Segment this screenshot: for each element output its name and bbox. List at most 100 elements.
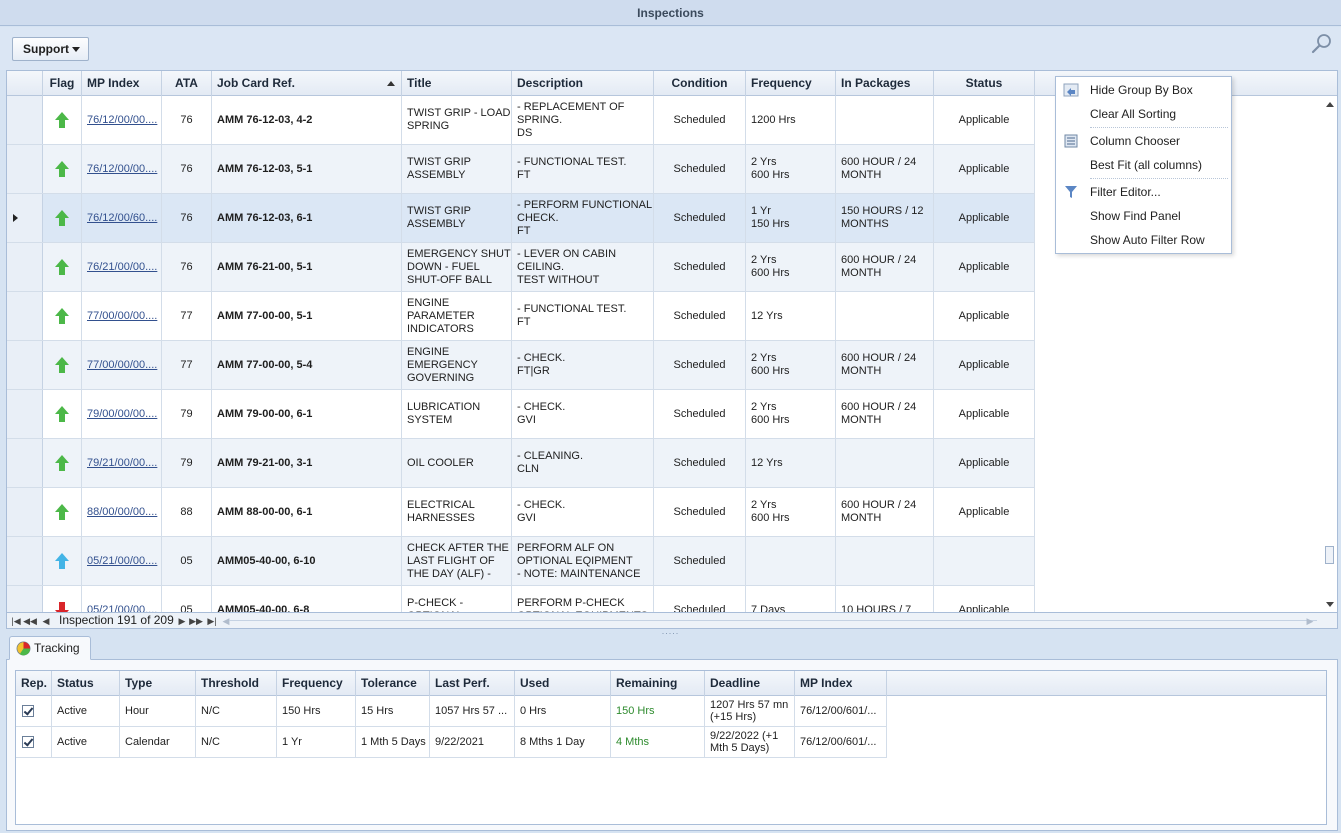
- column-header-description[interactable]: Description: [512, 71, 654, 96]
- tracking-header-used[interactable]: Used: [515, 671, 611, 696]
- column-header-job-card-ref[interactable]: Job Card Ref.: [212, 71, 402, 96]
- table-row[interactable]: 79/00/00/00.... 79 AMM 79-00-00, 6-1 LUBRIC…: [7, 390, 1035, 439]
- tracking-row[interactable]: Active Hour N/C 150 Hrs 15 Hrs 1057 Hrs 57 ..…: [16, 696, 887, 727]
- vertical-scrollbar[interactable]: [1323, 96, 1337, 612]
- mp-index-link[interactable]: 05/21/00/00....: [87, 554, 158, 567]
- table-row[interactable]: 79/21/00/00.... 79 AMM 79-21-00, 3-1 OIL CO…: [7, 439, 1035, 488]
- column-header-ata[interactable]: ATA: [162, 71, 212, 96]
- row-indicator[interactable]: [7, 243, 43, 291]
- row-indicator[interactable]: [7, 439, 43, 487]
- cell-condition: Scheduled: [654, 341, 746, 389]
- rep-checkbox[interactable]: [22, 705, 34, 717]
- cell-mp-index[interactable]: 77/00/00/00....: [82, 341, 162, 389]
- scroll-left-icon[interactable]: ◀: [222, 616, 230, 626]
- next-record-icon[interactable]: ▶: [178, 616, 186, 626]
- scroll-down-icon[interactable]: [1326, 602, 1334, 607]
- row-indicator[interactable]: [7, 390, 43, 438]
- row-indicator[interactable]: [7, 96, 43, 144]
- table-row[interactable]: 88/00/00/00.... 88 AMM 88-00-00, 6-1 ELECTR…: [7, 488, 1035, 537]
- cell-mp-index[interactable]: 76/21/00/00....: [82, 243, 162, 291]
- mp-index-link[interactable]: 76/12/00/00....: [87, 162, 158, 175]
- cell-mp-index[interactable]: 76/12/00/00....: [82, 145, 162, 193]
- column-header-frequency[interactable]: Frequency: [746, 71, 836, 96]
- panel-splitter[interactable]: .....: [661, 626, 680, 636]
- cell-mp-index[interactable]: 05/21/00/00....: [82, 586, 162, 613]
- tracking-cell-rep[interactable]: [16, 696, 52, 726]
- tracking-header-rep[interactable]: Rep.: [16, 671, 52, 696]
- table-row[interactable]: 77/00/00/00.... 77 AMM 77-00-00, 5-4 ENGINE…: [7, 341, 1035, 390]
- cell-mp-index[interactable]: 05/21/00/00....: [82, 537, 162, 585]
- mp-index-link[interactable]: 76/21/00/00....: [87, 260, 158, 273]
- table-row[interactable]: 76/21/00/00.... 76 AMM 76-21-00, 5-1 EMERGE…: [7, 243, 1035, 292]
- tracking-row[interactable]: Active Calendar N/C 1 Yr 1 Mth 5 Days 9/22/20…: [16, 727, 887, 758]
- horizontal-scrollbar[interactable]: [229, 620, 1317, 621]
- menu-item-best-fit-all-columns[interactable]: Best Fit (all columns): [1056, 154, 1231, 176]
- menu-item-hide-group-by-box[interactable]: Hide Group By Box: [1056, 79, 1231, 101]
- mp-index-link[interactable]: 76/12/00/60....: [87, 211, 158, 224]
- cell-mp-index[interactable]: 76/12/00/00....: [82, 96, 162, 144]
- tracking-header-deadline[interactable]: Deadline: [705, 671, 795, 696]
- menu-item-show-auto-filter-row[interactable]: Show Auto Filter Row: [1056, 229, 1231, 251]
- column-header-status[interactable]: Status: [934, 71, 1035, 96]
- tracking-header-label: Last Perf.: [435, 676, 490, 690]
- rep-checkbox[interactable]: [22, 736, 34, 748]
- column-header-title[interactable]: Title: [402, 71, 512, 96]
- tracking-header-tolerance[interactable]: Tolerance: [356, 671, 430, 696]
- column-header-condition[interactable]: Condition: [654, 71, 746, 96]
- cell-mp-index[interactable]: 88/00/00/00....: [82, 488, 162, 536]
- table-row[interactable]: 76/12/00/00.... 76 AMM 76-12-03, 4-2 TWIST …: [7, 96, 1035, 145]
- row-indicator[interactable]: [7, 488, 43, 536]
- column-header-flag[interactable]: Flag: [43, 71, 82, 96]
- menu-item-clear-all-sorting[interactable]: Clear All Sorting: [1056, 103, 1231, 125]
- scroll-right-icon[interactable]: ▶: [1306, 616, 1314, 626]
- prev-record-icon[interactable]: ◀: [42, 616, 50, 626]
- next-page-icon[interactable]: ▶▶: [189, 616, 203, 626]
- mp-index-link[interactable]: 77/00/00/00....: [87, 358, 158, 371]
- magnifier-icon[interactable]: [1311, 33, 1333, 55]
- table-row[interactable]: 76/12/00/00.... 76 AMM 76-12-03, 5-1 TWIST …: [7, 145, 1035, 194]
- cell-mp-index[interactable]: 79/21/00/00....: [82, 439, 162, 487]
- mp-index-link[interactable]: 79/21/00/00....: [87, 456, 158, 469]
- tracking-header-mp-index[interactable]: MP Index: [795, 671, 887, 696]
- row-indicator[interactable]: [7, 145, 43, 193]
- cell-mp-index[interactable]: 77/00/00/00....: [82, 292, 162, 340]
- mp-index-link[interactable]: 88/00/00/00....: [87, 505, 158, 518]
- tracking-header-last-perf[interactable]: Last Perf.: [430, 671, 515, 696]
- row-indicator[interactable]: [7, 586, 43, 612]
- menu-item-column-chooser[interactable]: Column Chooser: [1056, 130, 1231, 152]
- tracking-header-frequency[interactable]: Frequency: [277, 671, 356, 696]
- cell-ata: 76: [162, 145, 212, 193]
- tracking-header-type[interactable]: Type: [120, 671, 196, 696]
- tracking-cell-rep[interactable]: [16, 727, 52, 757]
- tracking-header-threshold[interactable]: Threshold: [196, 671, 277, 696]
- row-indicator[interactable]: [7, 537, 43, 585]
- table-row[interactable]: 77/00/00/00.... 77 AMM 77-00-00, 5-1 ENGINE…: [7, 292, 1035, 341]
- mp-index-link[interactable]: 76/12/00/00....: [87, 113, 158, 126]
- row-indicator[interactable]: [7, 292, 43, 340]
- first-record-icon[interactable]: |◀: [11, 616, 21, 626]
- scroll-thumb[interactable]: [1325, 546, 1334, 564]
- tracking-header-status[interactable]: Status: [52, 671, 120, 696]
- prev-page-icon[interactable]: ◀◀: [23, 616, 37, 626]
- scroll-up-icon[interactable]: [1326, 102, 1334, 107]
- column-header-in-packages[interactable]: In Packages: [836, 71, 934, 96]
- table-row[interactable]: 05/21/00/00.... 05 AMM05-40-00, 6-8 P-CHECK…: [7, 586, 1035, 613]
- tab-tracking[interactable]: Tracking: [9, 636, 91, 660]
- cell-job-card: AMM 76-21-00, 5-1: [212, 243, 402, 291]
- tracking-header-remaining[interactable]: Remaining: [611, 671, 705, 696]
- table-row[interactable]: 76/12/00/60.... 76 AMM 76-12-03, 6-1 TWIST …: [7, 194, 1035, 243]
- column-header-mp-index[interactable]: MP Index: [82, 71, 162, 96]
- menu-item-filter-editor[interactable]: Filter Editor...: [1056, 181, 1231, 203]
- mp-index-link[interactable]: 05/21/00/00....: [87, 603, 158, 613]
- menu-item-show-find-panel[interactable]: Show Find Panel: [1056, 205, 1231, 227]
- support-dropdown-button[interactable]: Support: [12, 37, 89, 61]
- last-record-icon[interactable]: ▶|: [207, 616, 217, 626]
- row-indicator[interactable]: [7, 341, 43, 389]
- table-row[interactable]: 05/21/00/00.... 05 AMM05-40-00, 6-10 CHECK …: [7, 537, 1035, 586]
- mp-index-link[interactable]: 77/00/00/00....: [87, 309, 158, 322]
- mp-index-link[interactable]: 79/00/00/00....: [87, 407, 158, 420]
- cell-mp-index[interactable]: 79/00/00/00....: [82, 390, 162, 438]
- cell-frequency: 7 Days: [746, 586, 836, 612]
- row-indicator[interactable]: [7, 194, 43, 242]
- cell-mp-index[interactable]: 76/12/00/60....: [82, 194, 162, 242]
